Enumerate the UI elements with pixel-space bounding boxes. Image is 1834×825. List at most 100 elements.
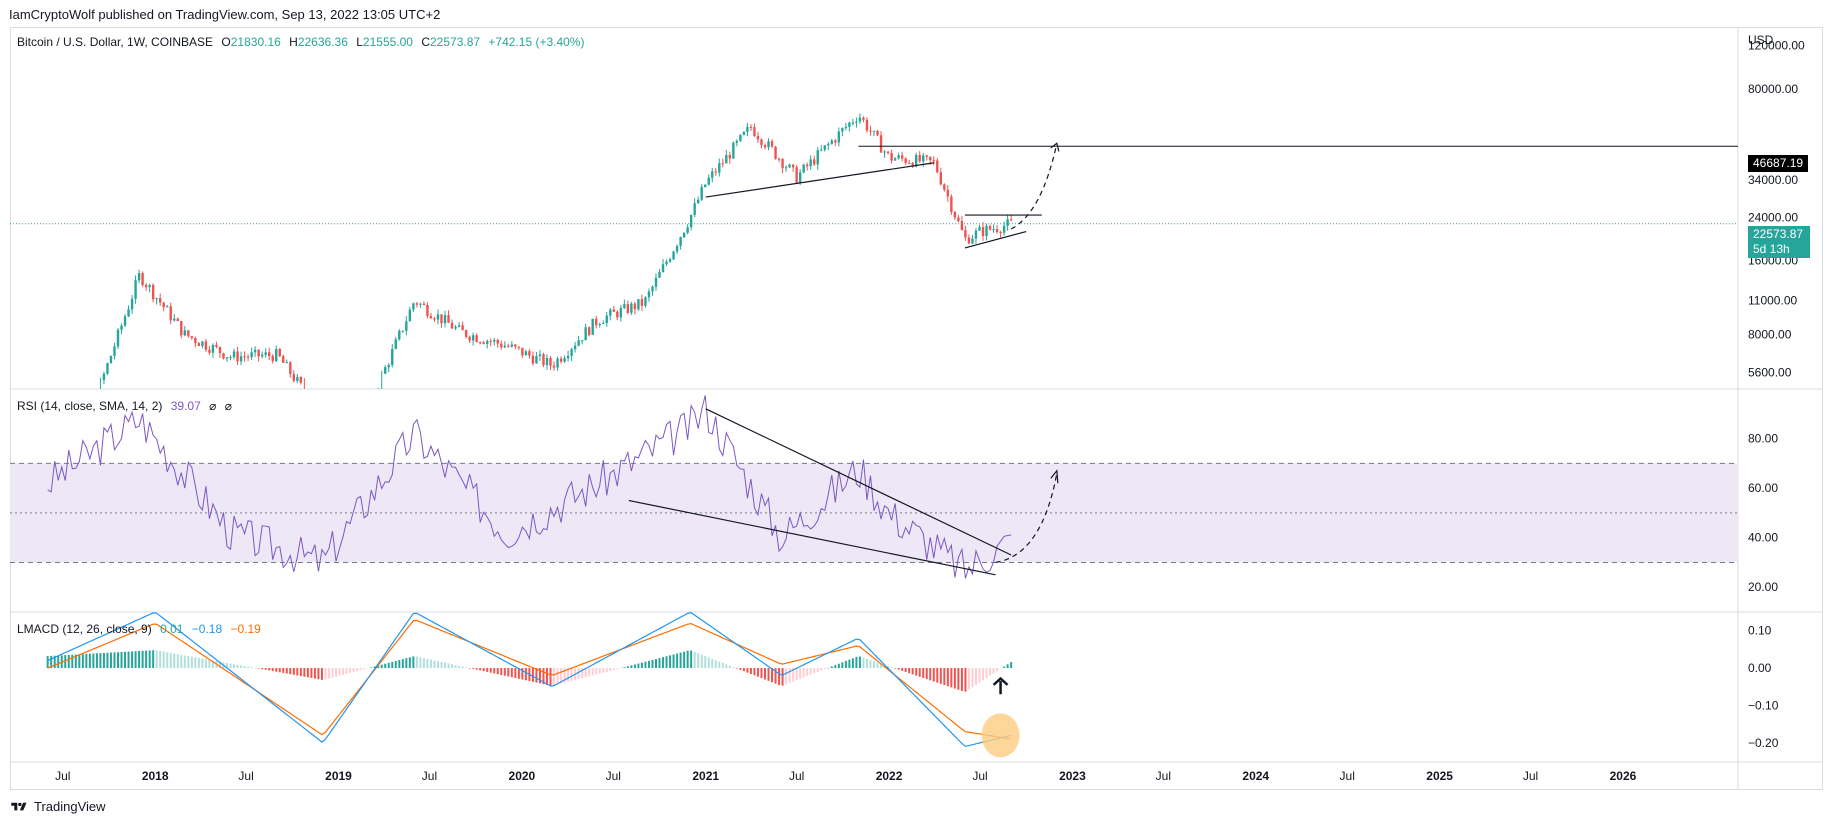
macd-histogram-bar	[356, 668, 359, 672]
macd-histogram-bar	[742, 668, 745, 672]
macd-histogram-bar	[429, 659, 432, 669]
candle-body	[450, 322, 454, 329]
candle-body	[855, 121, 858, 123]
rsi-extra-1: ⌀	[209, 399, 217, 413]
macd-histogram-bar	[426, 658, 429, 669]
macd-histogram-bar	[134, 651, 137, 669]
symbol-label: Bitcoin / U.S. Dollar, 1W, COINBASE	[17, 35, 214, 49]
candle-body	[144, 285, 148, 288]
rsi-axis-tick: 60.00	[1748, 481, 1778, 495]
macd-histogram-bar	[588, 668, 591, 677]
candle-body	[426, 304, 429, 316]
macd-histogram-bar	[672, 654, 675, 669]
macd-histogram-bar	[844, 660, 847, 669]
macd-histogram-bar	[524, 668, 527, 681]
candle-body	[960, 221, 964, 231]
macd-histogram-bar	[809, 668, 812, 675]
candle-body	[658, 272, 661, 278]
projection-arrow-head	[1050, 142, 1060, 152]
macd-histogram-bar	[612, 668, 615, 670]
candle-body	[127, 309, 130, 317]
macd-histogram-bar	[820, 668, 823, 671]
macd-histogram-bar	[380, 664, 383, 669]
candle-body	[907, 162, 911, 164]
candle-body	[936, 160, 939, 173]
macd-histogram-bar	[285, 668, 288, 674]
candle-body	[545, 357, 549, 366]
candle-body	[225, 357, 229, 359]
macd-histogram-bar	[482, 668, 485, 672]
macd-histogram-bar	[514, 668, 517, 679]
candle-body	[668, 259, 672, 262]
candle-body	[795, 167, 798, 183]
footer-brand[interactable]: TradingView	[9, 799, 106, 814]
macd-histogram-bar	[419, 657, 422, 669]
candle-body	[978, 227, 981, 231]
macd-histogram-bar	[531, 668, 534, 682]
macd-histogram-bar	[78, 654, 81, 669]
candle-body	[183, 330, 187, 336]
macd-axis-tick: 0.00	[1748, 661, 1772, 675]
candle-body	[563, 358, 566, 362]
macd-histogram-bar	[313, 668, 316, 679]
macd-histogram-bar	[598, 668, 601, 674]
time-axis-label: Jul	[1156, 769, 1171, 783]
candle-body	[623, 304, 626, 308]
macd-histogram-bar	[967, 668, 970, 690]
up-arrow-icon	[992, 676, 1009, 695]
macd-histogram-bar	[327, 668, 330, 679]
candle-body	[686, 227, 689, 233]
macd-histogram-bar	[412, 656, 415, 669]
macd-histogram-bar	[444, 662, 447, 669]
macd-histogram-bar	[296, 668, 299, 676]
macd-histogram-bar	[218, 661, 221, 669]
macd-histogram-bar	[721, 662, 724, 669]
candle-body	[137, 273, 141, 281]
candle-body	[503, 345, 506, 348]
macd-histogram-bar	[739, 668, 742, 670]
candle-body	[781, 159, 784, 169]
macd-histogram-bar	[577, 668, 580, 680]
candle-body	[848, 122, 851, 127]
macd-histogram-bar	[623, 667, 626, 669]
macd-histogram-bar	[53, 655, 56, 669]
candle-body	[260, 354, 264, 357]
candle-body	[208, 349, 211, 353]
macd-histogram-bar	[795, 668, 798, 681]
candle-body	[141, 273, 144, 286]
macd-histogram-bar	[500, 668, 503, 675]
macd-histogram-bar	[299, 668, 302, 677]
candle-body	[749, 126, 753, 128]
macd-histogram-bar	[950, 668, 953, 688]
macd-histogram-bar	[261, 668, 264, 670]
macd-histogram-bar	[152, 650, 155, 669]
macd-histogram-bar	[250, 667, 253, 669]
candle-body	[914, 154, 918, 167]
candle-body	[609, 309, 612, 316]
macd-hist-value: 0.01	[160, 622, 184, 636]
candle-body	[995, 229, 999, 233]
price-axis-tick: 80000.00	[1748, 82, 1798, 96]
candle-body	[707, 177, 710, 185]
macd-histogram-bar	[992, 668, 995, 674]
candle-body	[478, 342, 482, 344]
macd-histogram-bar	[953, 668, 956, 689]
candle-body	[493, 339, 496, 342]
macd-histogram-group	[46, 650, 1013, 692]
macd-histogram-bar	[102, 652, 105, 669]
macd-histogram-bar	[802, 668, 805, 678]
footer-brand-label: TradingView	[34, 799, 106, 814]
candle-body	[531, 355, 535, 364]
candle-body	[535, 356, 538, 364]
candle-body	[943, 184, 946, 190]
macd-histogram-bar	[141, 650, 144, 669]
candle-body	[929, 156, 932, 161]
macd-histogram-bar	[394, 660, 397, 669]
candle-body	[222, 353, 225, 359]
last-price-tag: 22573.87 5d 13h	[1748, 226, 1810, 258]
macd-histogram-bar	[169, 652, 172, 669]
candle-body	[647, 291, 651, 298]
candle-body	[925, 155, 928, 157]
macd-histogram-bar	[630, 665, 633, 669]
